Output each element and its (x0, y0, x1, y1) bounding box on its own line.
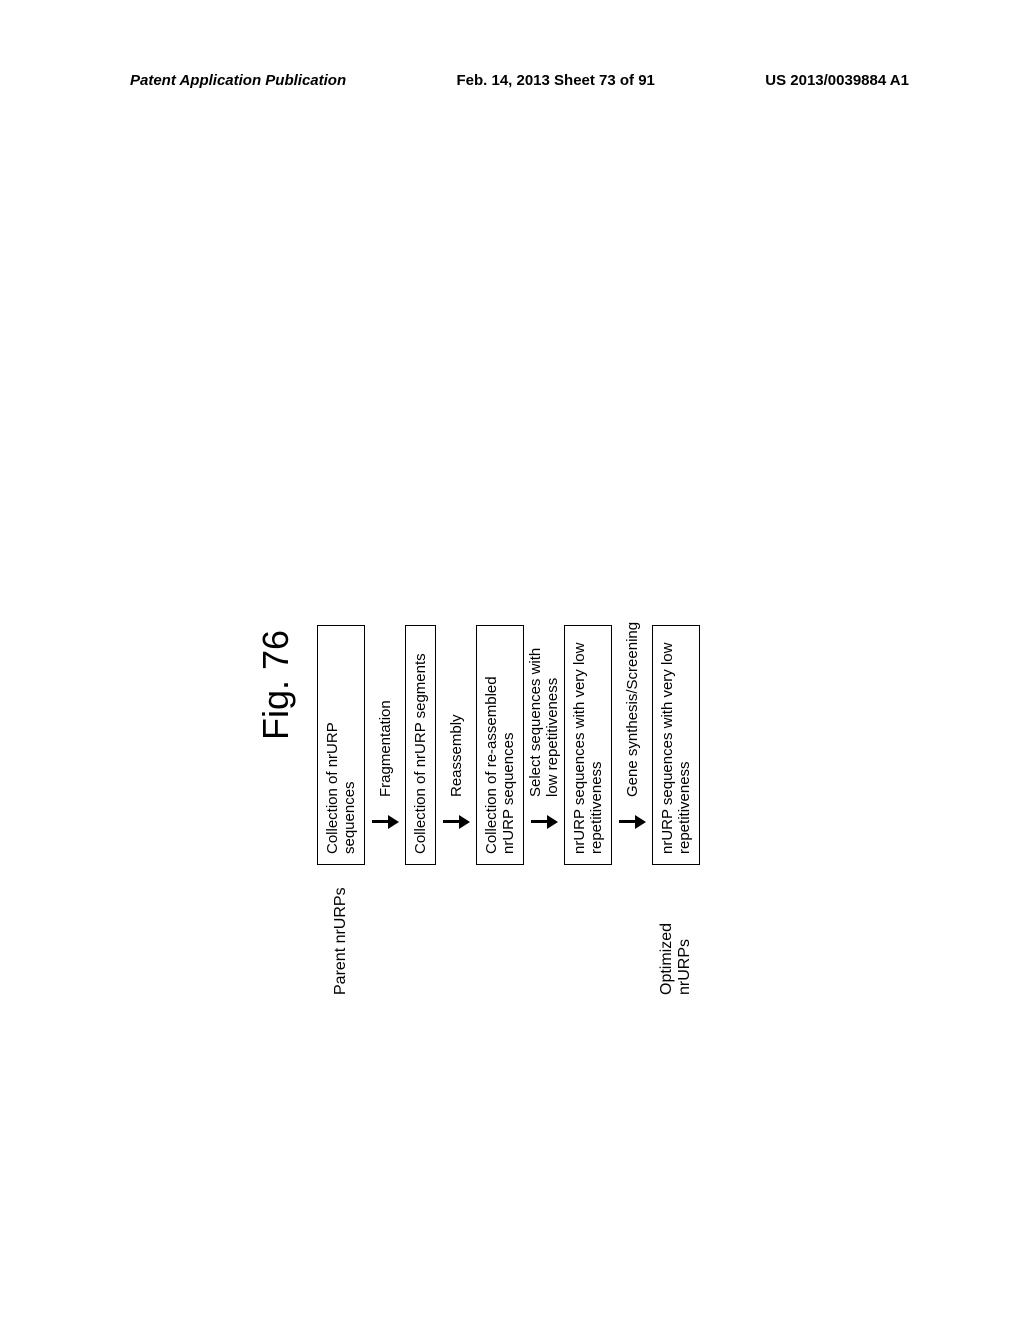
arrow-row-1: Reassembly (440, 375, 472, 865)
end-side-label: OptimizednrURPs (658, 865, 694, 995)
flow-box-3: nrURP sequences with very lowrepetitiven… (564, 625, 612, 865)
flow-box-1: Collection of nrURP segments (405, 625, 436, 865)
flow-box-0: Collection of nrURPsequences (317, 625, 365, 865)
flow-box-2: Collection of re-assemblednrURP sequence… (476, 625, 524, 865)
arrow-icon (531, 809, 558, 835)
arrow-row-3: Gene synthesis/Screening (616, 375, 648, 865)
header-left: Patent Application Publication (130, 72, 346, 89)
arrow-icon (619, 809, 646, 835)
arrow-row-0: Fragmentation (369, 375, 401, 865)
flow-row-1: Collection of nrURP segments (405, 375, 436, 995)
header-center: Feb. 14, 2013 Sheet 73 of 91 (456, 72, 654, 89)
arrow-icon (443, 809, 470, 835)
arrow-label-1: Reassembly (448, 714, 465, 797)
start-side-label: Parent nrURPs (332, 865, 350, 995)
figure-title: Fig. 76 (255, 375, 297, 995)
arrow-row-2: Select sequences withlow repetitiveness (528, 375, 560, 865)
header-right: US 2013/0039884 A1 (765, 72, 909, 89)
flow-box-4: nrURP sequences with very lowrepetitiven… (652, 625, 700, 865)
arrow-label-0: Fragmentation (377, 700, 394, 797)
page-header: Patent Application Publication Feb. 14, … (0, 72, 1024, 89)
arrow-label-2: Select sequences withlow repetitiveness (527, 648, 561, 797)
flow-row-4: OptimizednrURPs nrURP sequences with ver… (652, 375, 700, 995)
arrow-label-3: Gene synthesis/Screening (624, 622, 641, 797)
arrow-icon (372, 809, 399, 835)
flow-row-3: nrURP sequences with very lowrepetitiven… (564, 375, 612, 995)
flow-row-2: Collection of re-assemblednrURP sequence… (476, 375, 524, 995)
figure-diagram: Fig. 76 Parent nrURPs Collection of nrUR… (255, 375, 765, 995)
flow-row-0: Parent nrURPs Collection of nrURPsequenc… (317, 375, 365, 995)
